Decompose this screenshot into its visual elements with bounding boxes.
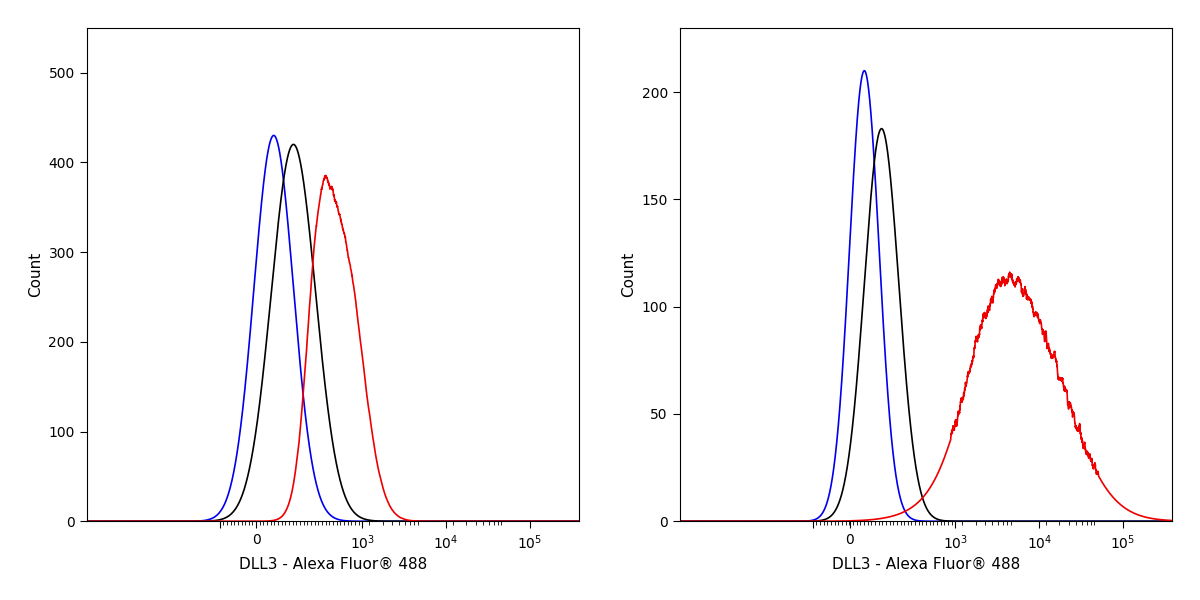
Y-axis label: Count: Count [620, 252, 636, 297]
X-axis label: DLL3 - Alexa Fluor® 488: DLL3 - Alexa Fluor® 488 [832, 557, 1020, 572]
X-axis label: DLL3 - Alexa Fluor® 488: DLL3 - Alexa Fluor® 488 [239, 557, 427, 572]
Y-axis label: Count: Count [28, 252, 43, 297]
